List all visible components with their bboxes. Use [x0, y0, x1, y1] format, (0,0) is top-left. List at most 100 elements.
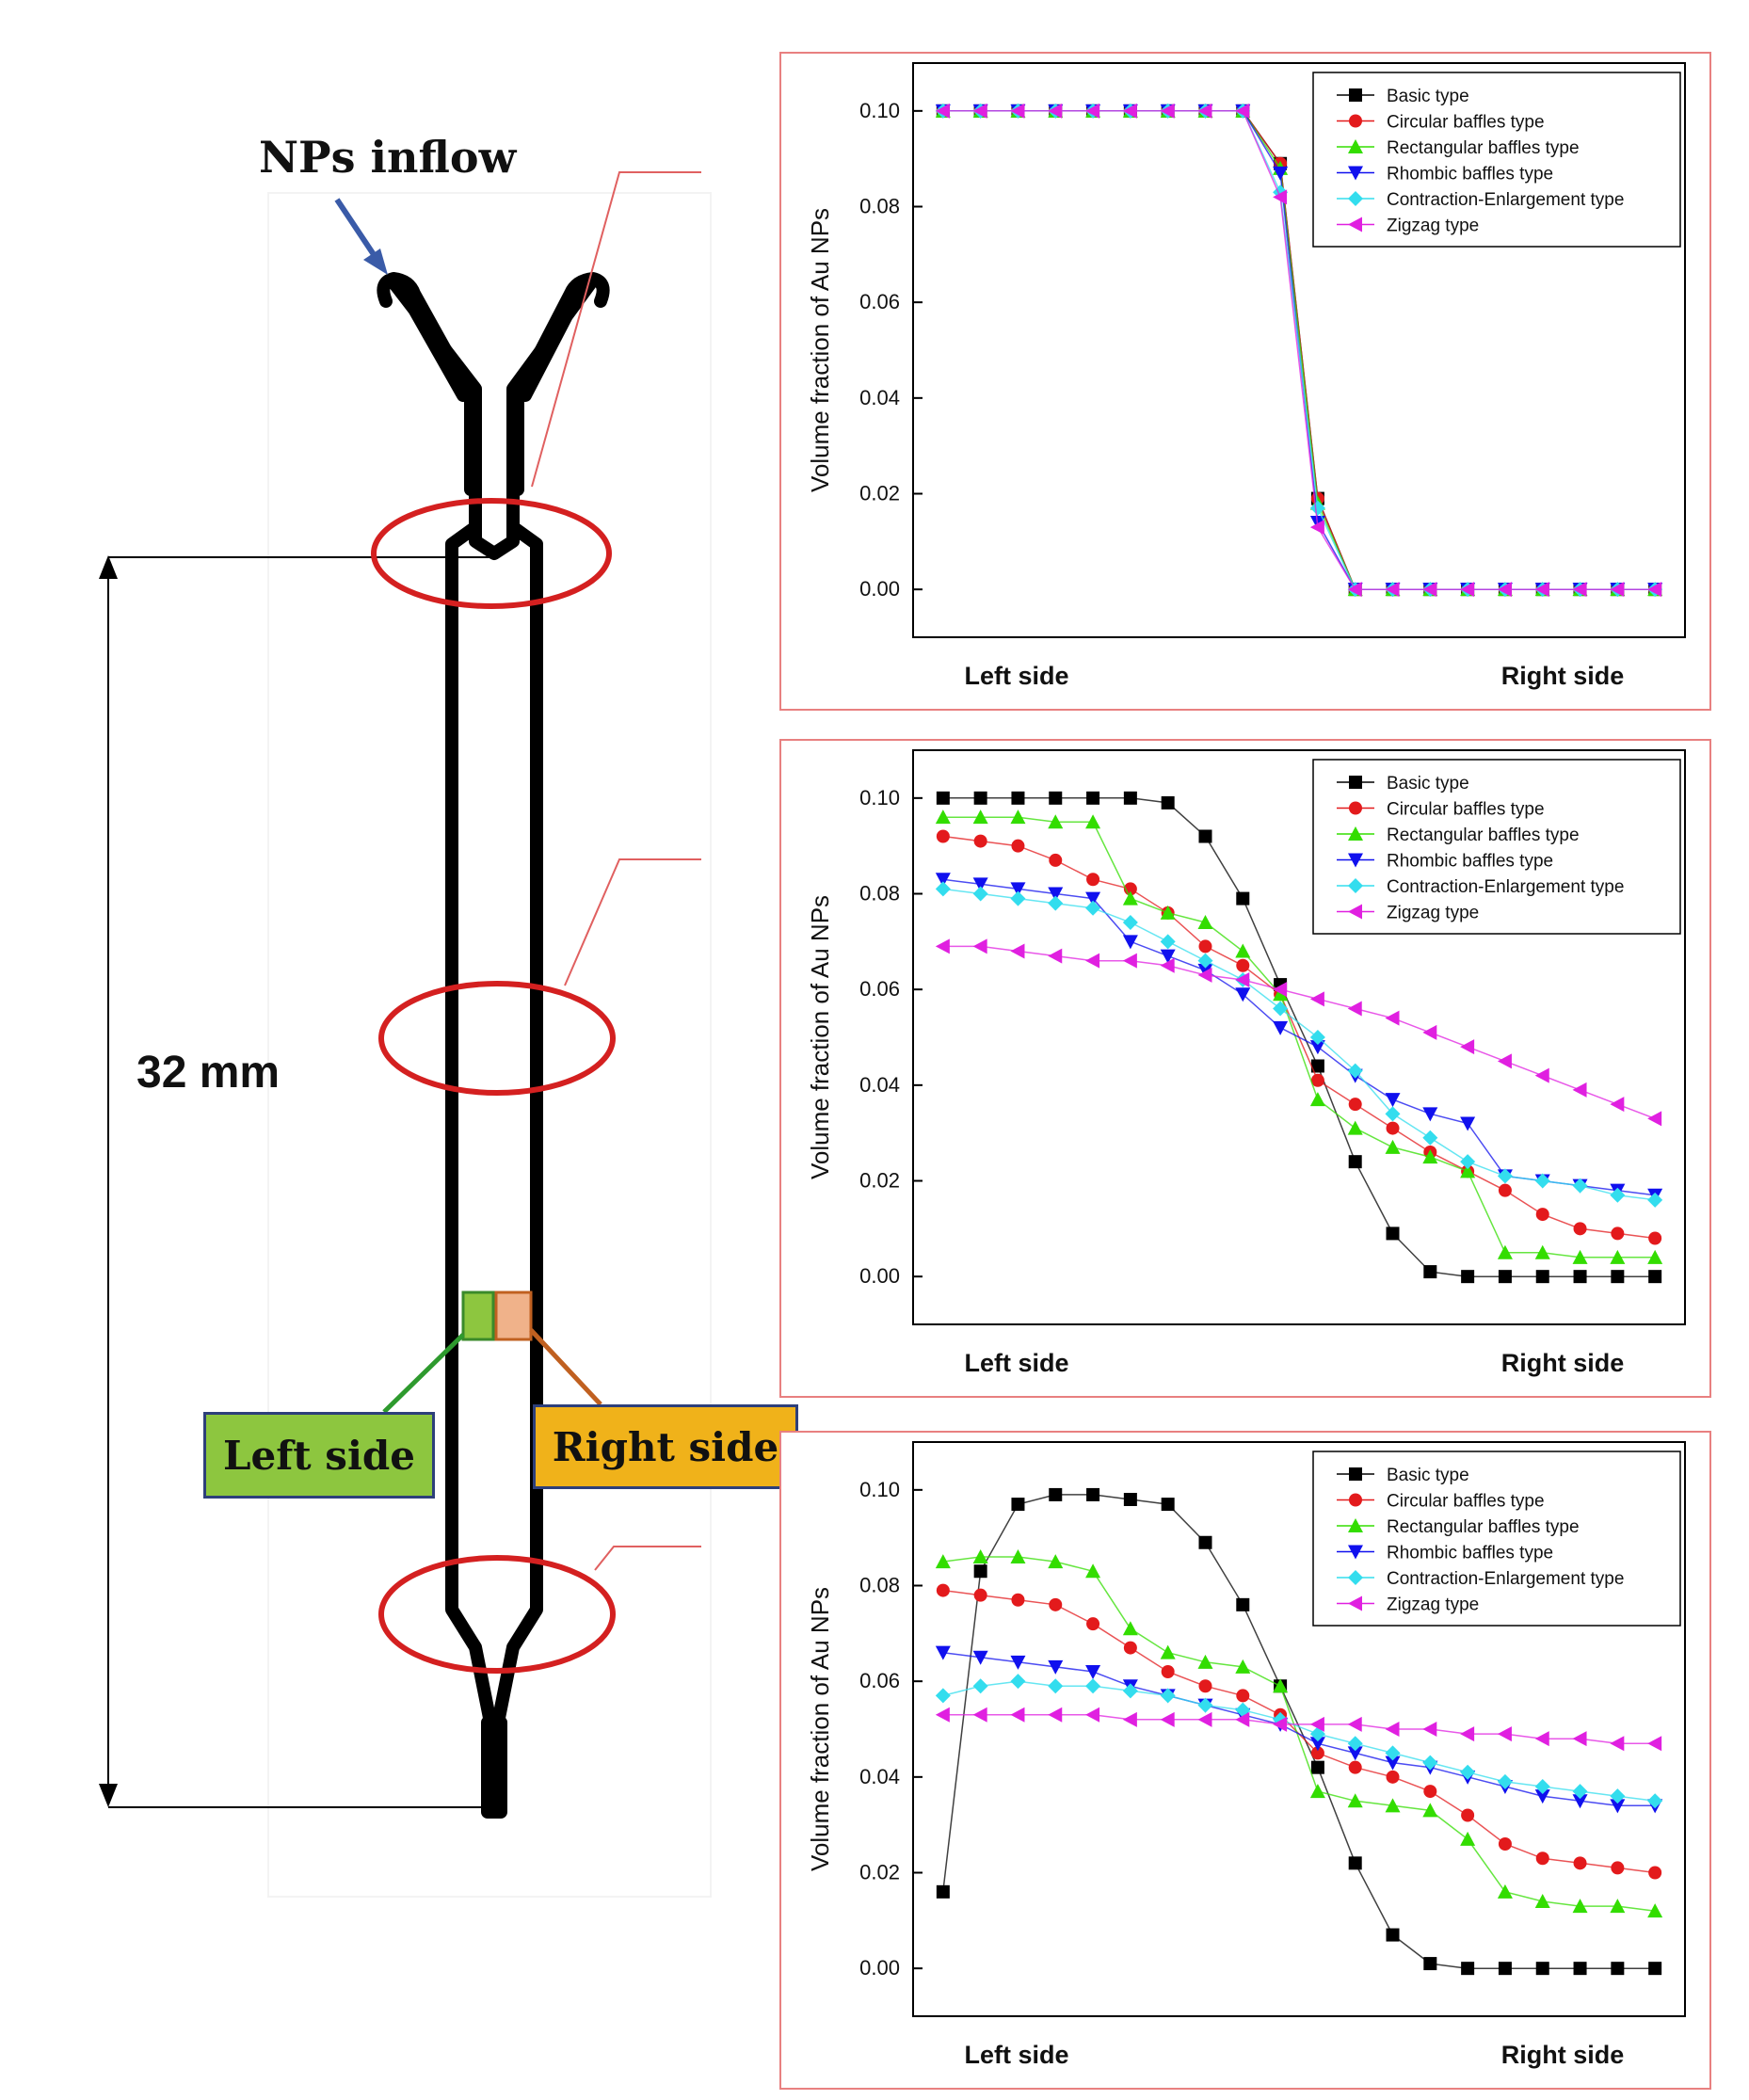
data-point [936, 791, 950, 805]
y-tick-label: 0.10 [859, 99, 900, 122]
outlet-stub [482, 1723, 506, 1815]
data-point [972, 877, 988, 892]
data-point [1085, 103, 1100, 119]
legend-marker [1348, 826, 1363, 841]
data-point [1460, 1116, 1476, 1131]
y-axis-label: Volume fraction of Au NPs [806, 895, 834, 1179]
data-point [1535, 1208, 1549, 1222]
data-point [1460, 1831, 1476, 1846]
data-point [973, 791, 987, 805]
data-point [1648, 1866, 1662, 1880]
data-point [1048, 1678, 1064, 1694]
data-point [1161, 1498, 1175, 1512]
dimension-arrow-bottom [99, 1784, 118, 1807]
data-point [1123, 1641, 1137, 1655]
legend-label: Basic type [1387, 1466, 1469, 1485]
legend-label: Rhombic baffles type [1387, 852, 1553, 872]
data-point [1122, 935, 1138, 950]
channel-outline [377, 272, 610, 1819]
data-point [1572, 1249, 1588, 1264]
legend-marker [1348, 191, 1363, 206]
data-point [1422, 1024, 1437, 1040]
data-point [1610, 1736, 1625, 1752]
series-zigzag-type [935, 103, 1662, 598]
data-point [1497, 1726, 1512, 1742]
data-point [1309, 500, 1325, 516]
right-side-label: Right side [552, 1423, 779, 1470]
legend-label: Contraction-Enlargement type [1387, 190, 1624, 210]
inflow-arrow-shaft [334, 198, 377, 258]
y-tick-label: 0.02 [859, 1861, 900, 1884]
chart-svg: 0.00 0.02 0.04 0.06 0.08 0.10 Volume fraction … [806, 1441, 1686, 2069]
data-point [1085, 1665, 1101, 1679]
data-point [1497, 1884, 1513, 1899]
data-point [1460, 1726, 1475, 1742]
data-point [1347, 1736, 1363, 1752]
data-point [1235, 1711, 1250, 1727]
data-point [1123, 791, 1137, 805]
y-tick-label: 0.10 [859, 786, 900, 810]
data-point [1534, 1731, 1549, 1747]
data-point [1386, 1928, 1400, 1942]
y-tick-label: 0.00 [859, 1956, 900, 1980]
data-point [1611, 1861, 1625, 1875]
data-point [1161, 1665, 1175, 1678]
data-point [1160, 934, 1176, 950]
data-point [1461, 1962, 1475, 1976]
legend-marker [1348, 1570, 1363, 1585]
data-point [1535, 1270, 1549, 1284]
data-point [1572, 582, 1587, 598]
data-point [1611, 1962, 1625, 1976]
data-point [1197, 1711, 1212, 1727]
left-side-label-box: Left side [203, 1412, 435, 1499]
data-point [1273, 1001, 1289, 1017]
data-point [1498, 1183, 1512, 1197]
data-point [1086, 873, 1100, 887]
data-point [1498, 1962, 1512, 1976]
data-point [1160, 103, 1175, 119]
data-point [1610, 1899, 1626, 1914]
legend-label: Zigzag type [1387, 904, 1479, 923]
data-point [1347, 1120, 1363, 1135]
data-point [1461, 1270, 1475, 1284]
data-point [1647, 1111, 1662, 1127]
data-point [1011, 1593, 1025, 1607]
data-point [1160, 905, 1176, 920]
data-point [1309, 1030, 1325, 1045]
y-tick-label: 0.08 [859, 882, 900, 906]
data-point [1048, 103, 1063, 119]
data-point [1648, 1231, 1662, 1245]
data-point [1535, 1852, 1549, 1866]
series-contraction-enlargement-type [935, 1674, 1663, 1809]
data-point [1572, 1731, 1587, 1747]
data-point [1010, 1655, 1026, 1670]
data-point [1498, 1270, 1512, 1284]
data-point [936, 829, 950, 843]
legend-marker [1348, 216, 1362, 232]
data-point [1461, 1808, 1475, 1822]
data-point [1011, 1498, 1025, 1512]
legend-marker [1348, 853, 1363, 868]
data-point [1460, 1163, 1476, 1178]
data-point [1198, 829, 1212, 843]
data-point [1235, 972, 1250, 987]
data-point [1010, 1549, 1026, 1563]
data-point [1273, 166, 1289, 181]
ellipse-middle [378, 981, 616, 1096]
legend-marker [1349, 776, 1362, 789]
data-point [1085, 814, 1101, 829]
connector-middle [564, 858, 701, 986]
data-point [1309, 1784, 1325, 1799]
y-tick-label: 0.06 [859, 290, 900, 313]
data-point [1309, 1092, 1325, 1107]
data-point [1049, 853, 1063, 867]
data-point [1534, 1789, 1550, 1804]
left-side-patch [461, 1290, 495, 1341]
legend-marker [1348, 1595, 1362, 1611]
x-label-left: Left side [964, 662, 1068, 690]
data-point [1610, 582, 1625, 598]
data-point [1310, 1059, 1324, 1073]
legend-label: Rhombic baffles type [1387, 165, 1553, 184]
data-point [1422, 1107, 1438, 1122]
inflow-label: NPs inflow [259, 132, 517, 183]
